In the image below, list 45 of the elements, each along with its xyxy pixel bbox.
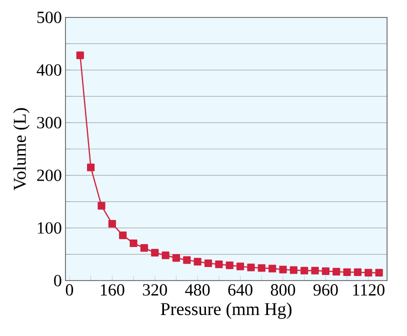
x-tick-label: 1120 <box>353 284 384 296</box>
point <box>247 264 255 272</box>
point <box>354 268 362 276</box>
point <box>162 251 170 260</box>
point <box>290 266 298 274</box>
y-tick-label: 300 <box>37 116 62 128</box>
y-axis-title: Volume (L) <box>13 108 30 190</box>
point <box>119 231 127 240</box>
y-tick-label: 200 <box>37 170 62 181</box>
point <box>140 244 148 252</box>
y-tick-label: 0 <box>54 274 62 286</box>
x-tick-label: 160 <box>100 284 124 296</box>
y-tick-label: 400 <box>36 64 62 76</box>
point <box>364 268 372 276</box>
point <box>76 51 84 60</box>
x-tick-label: 320 <box>142 284 167 296</box>
point <box>343 268 351 276</box>
point <box>258 264 266 272</box>
point <box>375 268 383 276</box>
x-tick-label: 800 <box>270 284 296 296</box>
point <box>130 239 138 247</box>
point <box>300 266 308 274</box>
point <box>236 262 244 270</box>
point <box>279 266 287 274</box>
point <box>183 256 191 264</box>
x-tick-label: 0 <box>66 284 74 296</box>
point <box>268 264 276 272</box>
point <box>87 164 95 172</box>
y-tick-label: 500 <box>37 12 62 24</box>
x-tick-label: 960 <box>313 284 338 296</box>
point <box>332 268 340 276</box>
y-tick-label: 100 <box>38 222 62 234</box>
point <box>226 261 234 270</box>
x-tick-label: 480 <box>185 284 210 296</box>
point <box>108 220 116 228</box>
point <box>204 259 212 267</box>
point <box>322 267 330 275</box>
point <box>172 254 180 262</box>
x-tick-label: 640 <box>228 284 252 296</box>
point <box>194 258 202 266</box>
point <box>151 248 159 256</box>
point <box>215 260 223 268</box>
x-axis-title: Pressure (mm Hg) <box>160 302 292 319</box>
point <box>311 266 319 274</box>
point <box>98 202 106 210</box>
